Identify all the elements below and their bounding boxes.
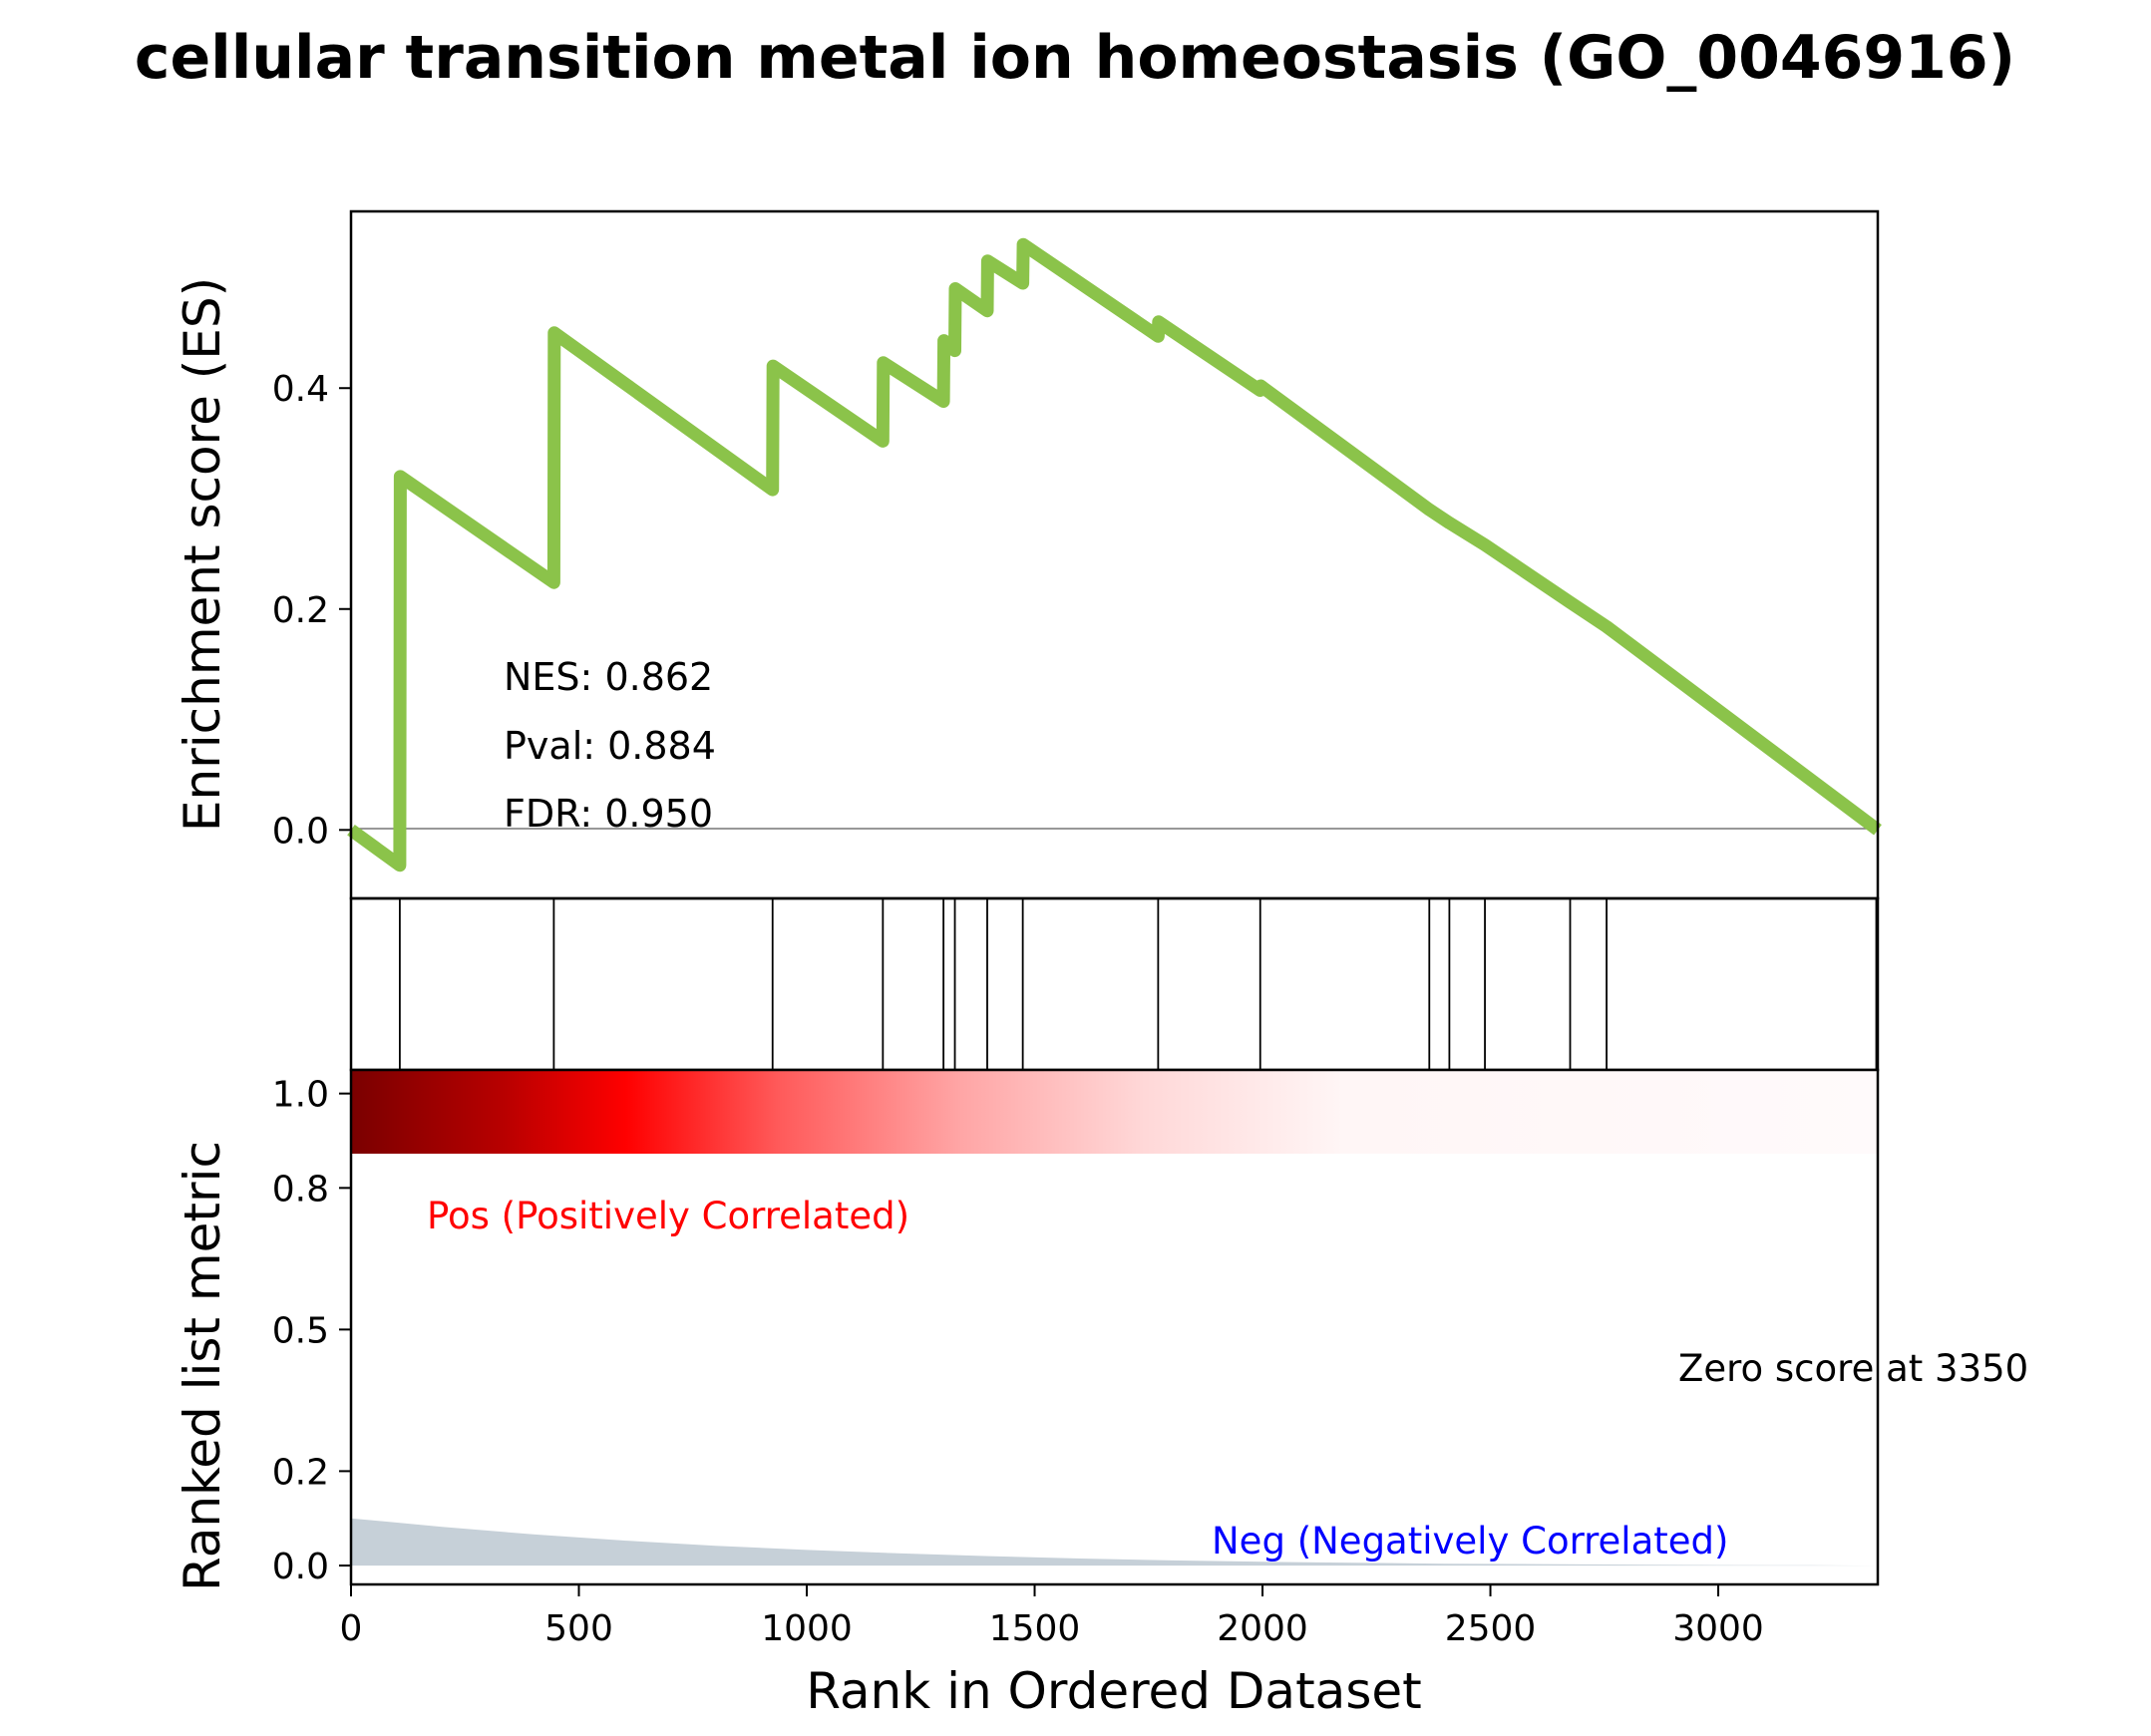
- x-tick-label: 0: [340, 1608, 363, 1649]
- rank-y-tick-label: 1.0: [272, 1075, 329, 1116]
- rank-panel: 0.0 0.2 0.5 0.8 1.0 0 500 1000 1500 2000 2500 3000…: [174, 1068, 2028, 1720]
- x-tick-label: 3000: [1672, 1608, 1764, 1649]
- heatmap-bar: [351, 1070, 1878, 1154]
- es-panel: 0.0 0.2 0.4 NES: 0.862 Pval: 0.884 FDR: 0.…: [174, 209, 1882, 900]
- x-tick-label: 2500: [1445, 1608, 1537, 1649]
- es-y-tick-label: 0.4: [272, 369, 329, 410]
- neg-label: Neg (Negatively Correlated): [1212, 1520, 1728, 1562]
- hit-lines: [399, 898, 1878, 1070]
- rank-y-ticks: 0.0 0.2 0.5 0.8 1.0: [272, 1075, 351, 1587]
- hits-panel: [349, 896, 1880, 1072]
- rank-panel-frame: [349, 1068, 1880, 1586]
- rank-y-tick-label: 0.0: [272, 1547, 329, 1587]
- pval-annotation: Pval: 0.884: [504, 724, 716, 768]
- pos-label: Pos (Positively Correlated): [427, 1195, 909, 1237]
- rank-y-tick-label: 0.5: [272, 1310, 329, 1351]
- rank-y-tick-label: 0.2: [272, 1452, 329, 1493]
- es-y-tick-label: 0.2: [272, 590, 329, 631]
- nes-annotation: NES: 0.862: [504, 655, 713, 699]
- fdr-annotation: FDR: 0.950: [504, 792, 713, 836]
- hits-panel-frame: [349, 896, 1880, 1072]
- es-y-ticks: 0.0 0.2 0.4: [272, 369, 351, 852]
- rank-y-axis-label: Ranked list metric: [174, 1141, 231, 1591]
- x-tick-label: 1500: [989, 1608, 1081, 1649]
- rank-x-ticks: 0 500 1000 1500 2000 2500 3000: [340, 1584, 1764, 1649]
- es-y-axis-label: Enrichment score (ES): [174, 277, 231, 832]
- x-tick-label: 2000: [1217, 1608, 1308, 1649]
- x-tick-label: 1000: [761, 1608, 853, 1649]
- rank-y-tick-label: 0.8: [272, 1169, 329, 1210]
- es-line: [347, 237, 1882, 872]
- es-y-tick-label: 0.0: [272, 811, 329, 852]
- chart-title: cellular transition metal ion homeostasi…: [135, 23, 2015, 93]
- zero-score-label: Zero score at 3350: [1678, 1347, 2028, 1390]
- x-tick-label: 500: [544, 1608, 613, 1649]
- ranked-metric-area: [351, 1518, 1878, 1566]
- x-axis-label: Rank in Ordered Dataset: [806, 1662, 1421, 1720]
